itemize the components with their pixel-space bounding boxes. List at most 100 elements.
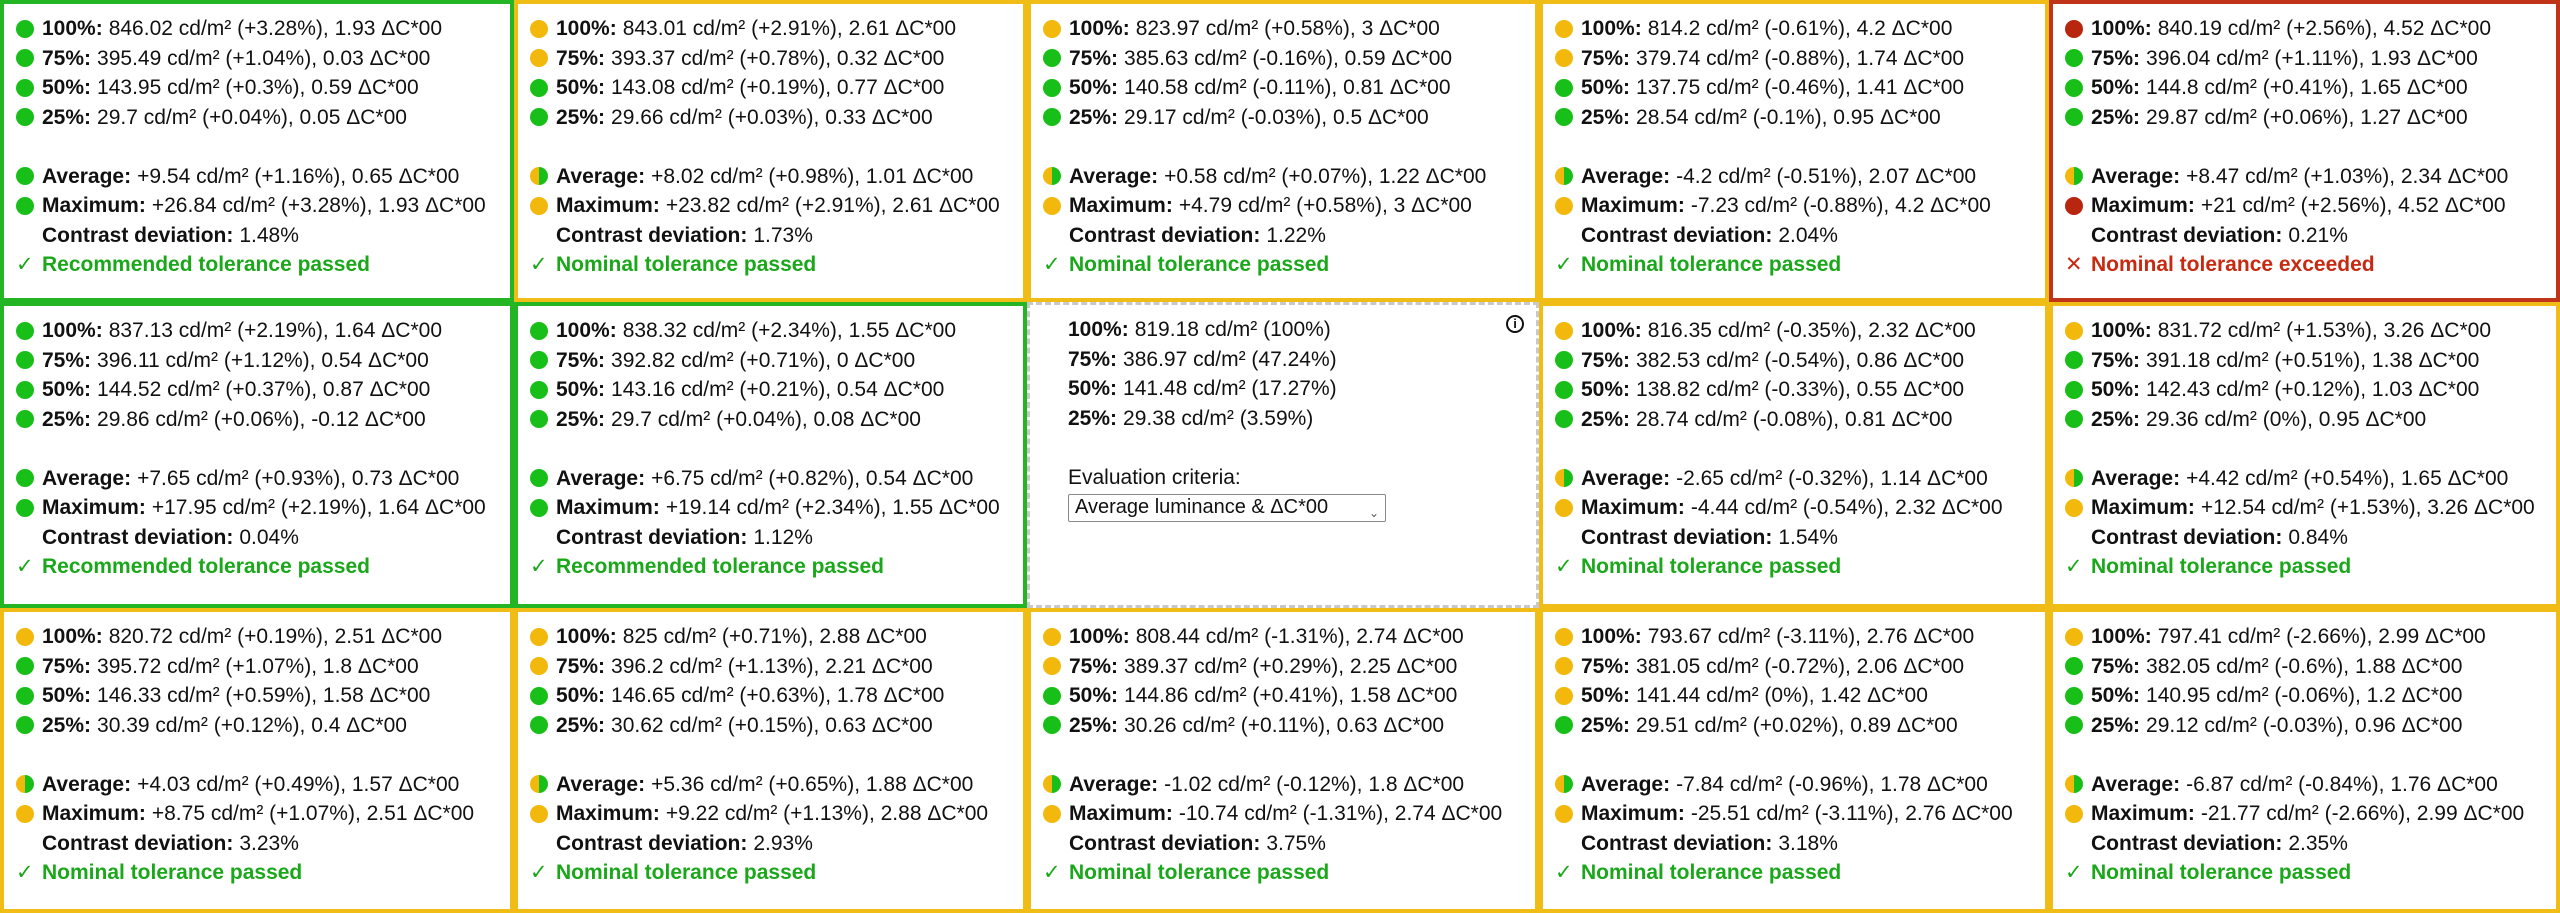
- status-dot-icon: [2065, 775, 2083, 794]
- status-dot-icon: [1555, 657, 1573, 676]
- label-p75: 75%:: [556, 654, 606, 678]
- value-p50: 143.08 cd/m² (+0.19%), 0.77 ΔC*00: [611, 76, 945, 99]
- info-icon[interactable]: i: [1506, 315, 1524, 333]
- label-p75: 75%:: [42, 654, 92, 678]
- label-p25: 25%:: [2091, 105, 2141, 129]
- check-icon: ✓: [1043, 253, 1061, 276]
- row-p100: 100%: 797.41 cd/m² (-2.66%), 2.99 ΔC*00: [2065, 622, 2556, 652]
- value-p50: 144.86 cd/m² (+0.41%), 1.58 ΔC*00: [1124, 684, 1458, 707]
- status-dot-icon: [2065, 804, 2083, 823]
- row-p75: 75%: 395.49 cd/m² (+1.04%), 0.03 ΔC*00: [16, 44, 510, 74]
- status-dot-icon: [530, 410, 548, 429]
- label-average: Average:: [2091, 164, 2181, 188]
- status-dot-icon: [16, 804, 34, 823]
- measurement-cell: 100%: 838.32 cd/m² (+2.34%), 1.55 ΔC*00 75…: [514, 302, 1027, 608]
- reference-label-p100: 100%:: [1068, 318, 1129, 341]
- status-dot-icon: [1555, 686, 1573, 705]
- check-icon: ✓: [530, 555, 548, 578]
- value-contrast: 3.75%: [1266, 831, 1326, 855]
- status-dot-icon: [1555, 716, 1573, 735]
- status-dot-icon: [16, 627, 34, 646]
- status-dot-icon: [1555, 498, 1573, 517]
- label-p25: 25%:: [2091, 407, 2141, 431]
- value-p25: 29.66 cd/m² (+0.03%), 0.33 ΔC*00: [611, 105, 933, 129]
- label-p50: 50%:: [2091, 684, 2141, 707]
- row-p50: 50%: 142.43 cd/m² (+0.12%), 1.03 ΔC*00: [2065, 375, 2556, 405]
- evaluation-criteria-select[interactable]: Average luminance & ΔC*00 ⌄: [1068, 494, 1386, 522]
- row-contrast: Contrast deviation: 1.22%: [1043, 221, 1535, 251]
- label-p75: 75%:: [556, 46, 606, 70]
- status-dot-icon: [530, 167, 548, 186]
- row-p75: 75%: 391.18 cd/m² (+0.51%), 1.38 ΔC*00: [2065, 346, 2556, 376]
- row-p75: 75%: 389.37 cd/m² (+0.29%), 2.25 ΔC*00: [1043, 652, 1535, 682]
- check-icon: ✓: [530, 253, 548, 276]
- evaluation-criteria-value: Average luminance & ΔC*00: [1075, 496, 1329, 519]
- row-p75: 75%: 396.04 cd/m² (+1.11%), 1.93 ΔC*00: [2065, 44, 2556, 74]
- row-p50: 50%: 137.75 cd/m² (-0.46%), 1.41 ΔC*00: [1555, 73, 2045, 103]
- value-p75: 381.05 cd/m² (-0.72%), 2.06 ΔC*00: [1636, 654, 1965, 678]
- reference-value-p50: 141.48 cd/m² (17.27%): [1123, 377, 1337, 400]
- check-icon: ✓: [1555, 555, 1573, 578]
- status-dot-icon: [2065, 469, 2083, 488]
- label-maximum: Maximum:: [2091, 496, 2195, 519]
- value-maximum: +4.79 cd/m² (+0.58%), 3 ΔC*00: [1178, 194, 1472, 217]
- row-p25: 25%: 29.7 cd/m² (+0.04%), 0.08 ΔC*00: [530, 405, 1023, 435]
- row-p50: 50%: 143.95 cd/m² (+0.3%), 0.59 ΔC*00: [16, 73, 510, 103]
- value-p100: 831.72 cd/m² (+1.53%), 3.26 ΔC*00: [2157, 319, 2491, 342]
- row-maximum: Maximum: +19.14 cd/m² (+2.34%), 1.55 ΔC*0…: [530, 493, 1023, 523]
- value-p50: 146.65 cd/m² (+0.63%), 1.78 ΔC*00: [611, 684, 945, 707]
- label-p50: 50%:: [42, 378, 92, 401]
- value-p75: 396.11 cd/m² (+1.12%), 0.54 ΔC*00: [97, 348, 429, 372]
- value-p50: 143.95 cd/m² (+0.3%), 0.59 ΔC*00: [97, 76, 419, 99]
- label-p75: 75%:: [2091, 348, 2141, 372]
- row-average: Average: -1.02 cd/m² (-0.12%), 1.8 ΔC*00: [1043, 770, 1535, 800]
- reference-row-p25: 25%: 29.38 cd/m² (3.59%): [1042, 404, 1536, 434]
- status-dot-icon: [1043, 775, 1061, 794]
- verdict-text: Nominal tolerance passed: [556, 253, 817, 276]
- row-p100: 100%: 820.72 cd/m² (+0.19%), 2.51 ΔC*00: [16, 622, 510, 652]
- status-dot-icon: [16, 321, 34, 340]
- label-p100: 100%:: [1069, 625, 1130, 648]
- status-dot-icon: [530, 775, 548, 794]
- value-p75: 395.72 cd/m² (+1.07%), 1.8 ΔC*00: [97, 654, 419, 678]
- row-p100: 100%: 846.02 cd/m² (+3.28%), 1.93 ΔC*00: [16, 14, 510, 44]
- value-p75: 382.05 cd/m² (-0.6%), 1.88 ΔC*00: [2146, 654, 2463, 678]
- value-p75: 392.82 cd/m² (+0.71%), 0 ΔC*00: [611, 348, 916, 372]
- value-p25: 29.7 cd/m² (+0.04%), 0.08 ΔC*00: [611, 407, 921, 431]
- status-dot-icon: [2065, 380, 2083, 399]
- label-p75: 75%:: [1069, 46, 1119, 70]
- label-p50: 50%:: [1581, 378, 1631, 401]
- label-average: Average:: [1581, 164, 1671, 188]
- label-p100: 100%:: [1069, 17, 1130, 40]
- reference-cell: i 100%: 819.18 cd/m² (100%) 75%: 386.97 cd/m…: [1027, 302, 1539, 608]
- label-p75: 75%:: [1069, 654, 1119, 678]
- label-p75: 75%:: [42, 348, 92, 372]
- verdict-text: Recommended tolerance passed: [556, 555, 884, 578]
- spacer: [2065, 434, 2556, 464]
- row-p75: 75%: 396.2 cd/m² (+1.13%), 2.21 ΔC*00: [530, 652, 1023, 682]
- value-contrast: 1.22%: [1266, 223, 1326, 247]
- label-p75: 75%:: [42, 46, 92, 70]
- label-p25: 25%:: [556, 105, 606, 129]
- value-p25: 29.51 cd/m² (+0.02%), 0.89 ΔC*00: [1636, 713, 1958, 737]
- row-p100: 100%: 823.97 cd/m² (+0.58%), 3 ΔC*00: [1043, 14, 1535, 44]
- label-p75: 75%:: [2091, 654, 2141, 678]
- label-average: Average:: [1069, 772, 1159, 796]
- value-p100: 816.35 cd/m² (-0.35%), 2.32 ΔC*00: [1647, 319, 1976, 342]
- value-p50: 140.58 cd/m² (-0.11%), 0.81 ΔC*00: [1124, 76, 1451, 99]
- label-average: Average:: [1581, 772, 1671, 796]
- row-maximum: Maximum: +12.54 cd/m² (+1.53%), 3.26 ΔC*0…: [2065, 493, 2556, 523]
- value-average: -7.84 cd/m² (-0.96%), 1.78 ΔC*00: [1676, 772, 1988, 796]
- row-p50: 50%: 146.65 cd/m² (+0.63%), 1.78 ΔC*00: [530, 681, 1023, 711]
- status-dot-icon: [530, 498, 548, 517]
- value-contrast: 2.93%: [753, 831, 813, 855]
- label-p25: 25%:: [42, 713, 92, 737]
- value-p100: 840.19 cd/m² (+2.56%), 4.52 ΔC*00: [2157, 17, 2491, 40]
- status-dot-icon: [2065, 686, 2083, 705]
- row-contrast: Contrast deviation: 0.21%: [2065, 221, 2556, 251]
- row-contrast: Contrast deviation: 0.04%: [16, 523, 510, 553]
- row-average: Average: +4.42 cd/m² (+0.54%), 1.65 ΔC*00: [2065, 464, 2556, 494]
- row-contrast: Contrast deviation: 2.35%: [2065, 829, 2556, 859]
- row-average: Average: -6.87 cd/m² (-0.84%), 1.76 ΔC*00: [2065, 770, 2556, 800]
- value-average: -1.02 cd/m² (-0.12%), 1.8 ΔC*00: [1164, 772, 1465, 796]
